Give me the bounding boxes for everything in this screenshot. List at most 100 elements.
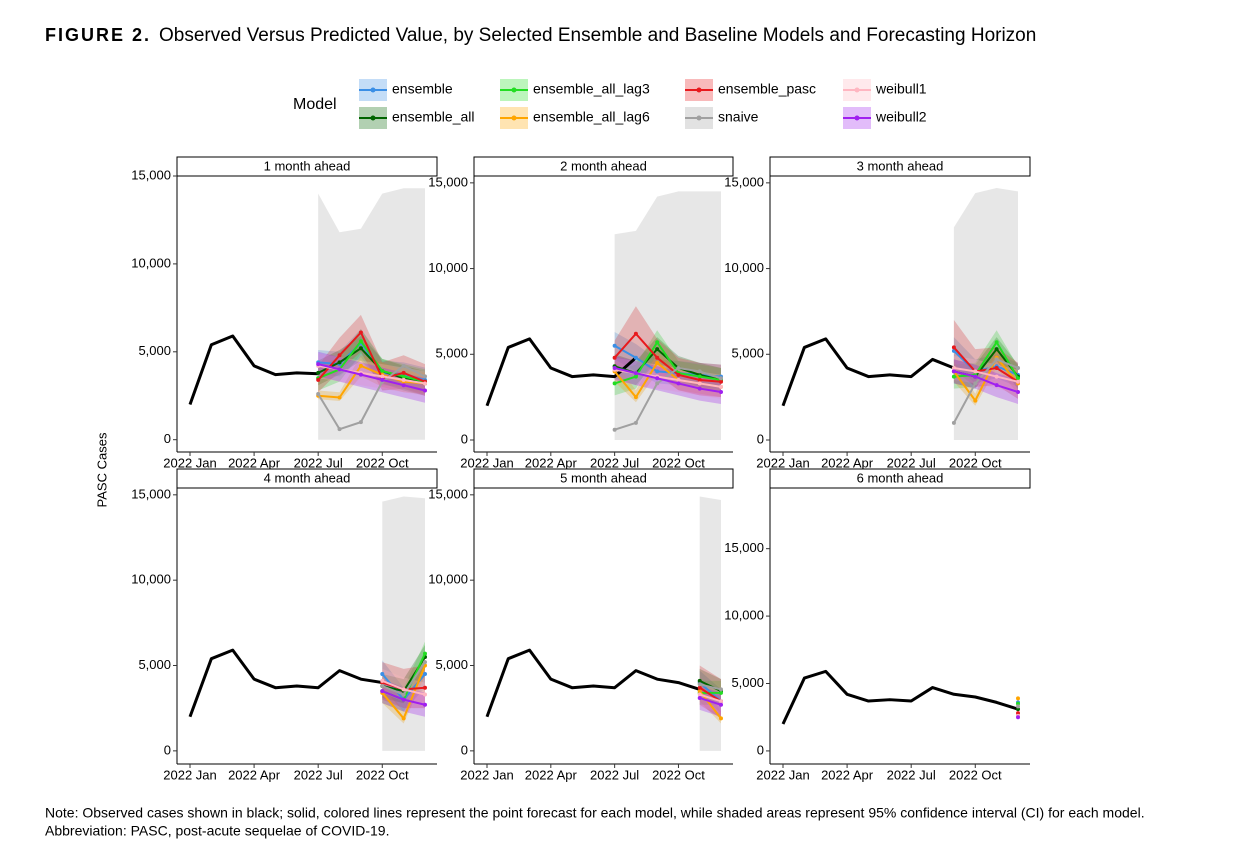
- legend-label: snaive: [718, 109, 759, 125]
- forecast-point: [697, 374, 702, 379]
- forecast-point: [633, 420, 638, 425]
- forecast-point: [719, 702, 723, 707]
- y-tick-label: 15,000: [724, 540, 764, 555]
- y-tick-label: 0: [164, 431, 171, 446]
- forecast-line: [317, 364, 426, 431]
- y-tick-label: 15,000: [131, 167, 171, 182]
- forecast-line: [699, 693, 722, 703]
- y-tick-label: 15,000: [724, 174, 764, 189]
- x-tick-label: 2022 Jul: [590, 455, 639, 470]
- x-tick-label: 2022 Apr: [821, 767, 874, 782]
- forecast-point: [633, 395, 638, 400]
- y-tick-label: 10,000: [724, 260, 764, 275]
- forecast-point: [316, 362, 321, 367]
- forecast-point: [951, 420, 956, 425]
- y-tick-label: 10,000: [724, 608, 764, 623]
- ci-band: [953, 188, 1018, 440]
- y-tick-label: 5,000: [138, 343, 171, 358]
- figure-title: Observed Versus Predicted Value, by Sele…: [159, 25, 1036, 46]
- forecast-point: [633, 331, 638, 336]
- y-axis-label: PASC Cases: [94, 432, 109, 507]
- forecast-line: [699, 696, 722, 706]
- forecast-point: [401, 687, 406, 692]
- forecast-point: [1016, 366, 1020, 370]
- x-tick-label: 2022 Jan: [163, 455, 217, 470]
- legend-swatch-point: [511, 87, 517, 93]
- x-tick-label: 2022 Jan: [460, 455, 514, 470]
- facet-strip: [176, 468, 438, 489]
- forecast-point: [401, 370, 406, 375]
- forecast-point: [612, 427, 617, 432]
- facet-title: 5 month ahead: [560, 470, 647, 485]
- forecast-point: [719, 384, 723, 389]
- forecast-point: [612, 366, 617, 370]
- y-tick-label: 10,000: [428, 260, 468, 275]
- forecast-point: [337, 395, 342, 400]
- legend-label: ensemble_all: [392, 109, 475, 125]
- forecast-line: [953, 367, 1019, 383]
- forecast-line: [699, 686, 722, 703]
- facet-title: 2 month ahead: [560, 158, 647, 173]
- x-tick-label: 2022 Oct: [652, 455, 705, 470]
- y-tick-label: 5,000: [435, 657, 468, 672]
- forecast-point: [358, 346, 363, 351]
- y-tick-label: 5,000: [435, 346, 468, 361]
- figure-heading: FIGURE 2. Observed Versus Predicted Value…: [45, 25, 1036, 46]
- observed-line: [781, 669, 1019, 725]
- forecast-point: [994, 347, 999, 352]
- forecast-point: [401, 363, 406, 368]
- y-tick-label: 15,000: [428, 486, 468, 501]
- facet-strip: [473, 468, 734, 489]
- x-tick-label: 2022 Apr: [821, 455, 874, 470]
- legend-swatch-point: [370, 115, 376, 121]
- forecast-point: [612, 355, 617, 360]
- forecast-point: [401, 697, 406, 702]
- forecast-line: [317, 330, 426, 383]
- forecast-line: [317, 363, 426, 392]
- facet-strip: [176, 156, 438, 177]
- forecast-point: [719, 376, 723, 381]
- forecast-point: [719, 699, 723, 704]
- forecast-point: [676, 378, 681, 382]
- facet-title: 6 month ahead: [857, 470, 944, 485]
- legend-swatch-point: [511, 115, 517, 121]
- ci-band: [382, 641, 425, 712]
- forecast-point: [655, 340, 660, 345]
- forecast-line: [699, 683, 722, 691]
- y-tick-label: 10,000: [131, 255, 171, 270]
- forecast-point: [676, 381, 681, 386]
- facet-title: 4 month ahead: [264, 470, 351, 485]
- x-tick-label: 2022 Oct: [949, 455, 1002, 470]
- forecast-point: [1016, 379, 1020, 384]
- forecast-point: [358, 330, 363, 335]
- x-tick-label: 2022 Jul: [294, 455, 343, 470]
- forecast-point: [612, 343, 617, 348]
- legend-swatch-point: [370, 87, 376, 93]
- forecast-point: [401, 716, 406, 721]
- forecast-point: [994, 383, 999, 388]
- forecast-point: [676, 366, 681, 370]
- forecast-point: [401, 692, 406, 697]
- legend-label: ensemble_all_lag6: [533, 109, 650, 125]
- x-tick-label: 2022 Jul: [590, 767, 639, 782]
- forecast-point: [951, 366, 956, 370]
- forecast-point: [697, 689, 702, 694]
- forecast-point: [676, 372, 681, 377]
- y-tick-label: 0: [757, 742, 764, 757]
- forecast-point: [655, 347, 660, 352]
- forecast-point: [380, 377, 385, 382]
- forecast-point: [697, 381, 702, 386]
- x-tick-label: 2022 Jul: [294, 767, 343, 782]
- facet-strip: [769, 468, 1031, 489]
- forecast-point: [612, 381, 617, 386]
- abbreviation: Abbreviation: PASC, post-acute sequelae …: [45, 823, 389, 839]
- forecast-point: [1016, 715, 1020, 720]
- forecast-line: [953, 355, 1019, 403]
- forecast-point: [423, 660, 427, 665]
- forecast-point: [719, 687, 723, 692]
- y-tick-label: 10,000: [131, 572, 171, 587]
- forecast-point: [316, 377, 321, 382]
- forecast-point: [380, 689, 385, 694]
- x-tick-label: 2022 Oct: [356, 455, 409, 470]
